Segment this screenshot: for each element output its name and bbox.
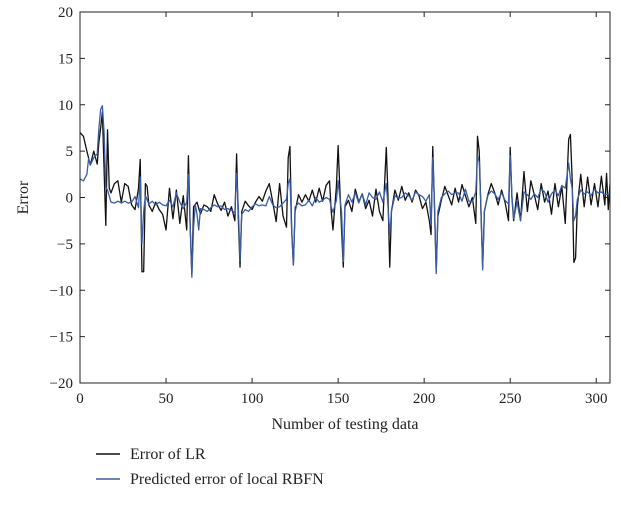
tick-labels-layer: 0 50 100 150 200 250 300 −20 −15 −10 −5 0 5 10 15 20 <box>50 5 608 407</box>
y-tick-label: 0 <box>66 191 74 207</box>
y-tick-label: 10 <box>58 98 73 114</box>
y-tick-label: 5 <box>66 144 74 160</box>
series-layer <box>80 105 610 278</box>
x-tick-label: 150 <box>327 391 350 407</box>
y-tick-label: 20 <box>58 5 73 21</box>
y-tick-label: −20 <box>50 376 73 392</box>
y-tick-label: −15 <box>50 330 73 346</box>
y-tick-label: −5 <box>57 237 73 253</box>
legend-label-error-of-lr: Error of LR <box>130 446 206 463</box>
y-tick-label: −10 <box>50 283 73 299</box>
plot-frame <box>79 11 611 384</box>
series-line-predicted-error-of-local-rbfn <box>80 105 610 278</box>
x-tick-label: 250 <box>499 391 522 407</box>
legend-label-predicted-error-of-local-rbfn: Predicted error of local RBFN <box>130 471 324 488</box>
ticks-layer <box>79 11 610 384</box>
legend: Error of LR Predicted error of local RBF… <box>96 446 324 488</box>
series-line-error-of-lr <box>80 111 610 276</box>
x-tick-label: 100 <box>241 391 264 407</box>
y-axis-label: Error <box>15 180 32 214</box>
x-tick-label: 0 <box>76 391 84 407</box>
x-axis-label: Number of testing data <box>271 416 418 433</box>
x-tick-label: 200 <box>413 391 436 407</box>
x-tick-label: 300 <box>585 391 608 407</box>
x-tick-label: 50 <box>159 391 174 407</box>
y-tick-label: 15 <box>58 51 73 67</box>
